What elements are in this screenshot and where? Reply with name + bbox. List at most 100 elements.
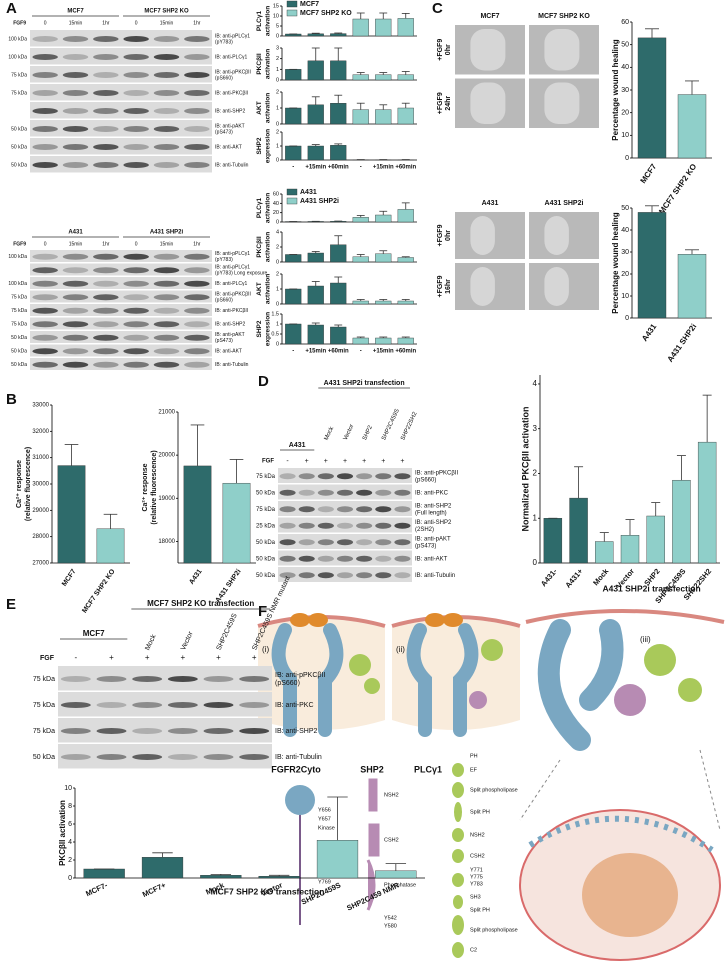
lane-label: Vector (343, 424, 356, 442)
shp2 (469, 691, 487, 709)
x-tick-label: +15min (373, 349, 394, 355)
plc (481, 639, 503, 661)
mw-label: 100 kDa (8, 36, 27, 42)
ib-label: IB: anti-SHP2 (415, 520, 452, 526)
ib-label: (pS473) (215, 338, 233, 344)
y-tick-label: 0 (276, 259, 279, 265)
x-tick-label: A431+ (563, 566, 585, 589)
x-tick-label: A431 (188, 568, 203, 586)
y-tick-label: 50 (621, 205, 629, 212)
ib-label: (pS660) (215, 75, 233, 81)
legend-label: MCF7 (300, 1, 319, 8)
bar (375, 337, 392, 345)
blot-group: MCF7 SHP2 KO (144, 9, 189, 15)
y-tick-label: 0 (625, 155, 629, 162)
blot-strip (58, 692, 272, 717)
blot-band (62, 334, 89, 341)
bar (330, 326, 347, 345)
blot-band (32, 144, 58, 150)
mw-label: 50 kDa (11, 349, 27, 355)
blot-band (203, 728, 234, 734)
lane-label: 15min (160, 20, 174, 26)
blot-band (62, 307, 89, 314)
blot-band (62, 253, 89, 260)
y-axis-label: AKT (256, 282, 263, 295)
y-axis-label: Percentage wound healing (611, 39, 620, 140)
y-tick-label: 32000 (32, 429, 49, 435)
blot-band (298, 489, 315, 496)
ib-label: IB: anti-AKT (215, 349, 242, 355)
y-tick-label: 2 (533, 469, 538, 478)
blot-group: MCF7 (67, 9, 84, 15)
blot-band (32, 267, 58, 274)
treatment-mark: + (145, 653, 150, 662)
blot-band (279, 572, 296, 579)
blot-band (32, 162, 58, 168)
bar (543, 518, 563, 564)
x-tick-label: +60min (328, 349, 349, 355)
ib-label: IB: anti-SHP2 (215, 322, 246, 328)
blot-band (184, 126, 210, 132)
mw-label: 100 kDa (8, 281, 27, 287)
domain-label: Y771 (470, 867, 483, 873)
receptor (537, 619, 624, 751)
y-tick-label: 31000 (32, 455, 49, 461)
bar (330, 60, 347, 81)
y-axis-label: expression (265, 312, 272, 346)
ib-label: IB: anti-AKT (215, 144, 242, 150)
blot-band (93, 126, 119, 132)
blot-band (62, 126, 89, 132)
wound (470, 267, 495, 306)
blot-band (184, 307, 210, 314)
y-axis-label: PLCγ1 (256, 11, 263, 32)
mw-label: 75 kDa (33, 676, 55, 683)
mw-label: 100 kDa (8, 54, 27, 60)
blot-band (62, 348, 89, 355)
y-tick-label: 0.5 (271, 331, 279, 337)
bar (637, 212, 667, 319)
bar (620, 535, 640, 564)
x-tick-label: +60min (395, 349, 416, 355)
bar (285, 69, 302, 81)
y-tick-label: 40 (273, 201, 279, 207)
treatment-mark: + (381, 458, 385, 465)
domain-label: Y580 (384, 923, 397, 929)
y-tick-label: 1 (276, 67, 279, 73)
blot-band (153, 108, 180, 114)
lane-label: SHP2C459S (381, 408, 401, 441)
blot-band (93, 307, 119, 314)
y-axis-label: PLCγ1 (256, 198, 263, 219)
y-axis-label: activation (265, 49, 272, 79)
blot-band (153, 54, 180, 60)
blot-band (184, 72, 210, 78)
wound (470, 29, 506, 71)
lane-label: 1hr (102, 20, 110, 26)
bar (375, 18, 392, 37)
treatment-mark: - (286, 458, 289, 465)
blot-band (167, 728, 198, 734)
blot-band (153, 253, 180, 260)
shp2-domains (366, 778, 380, 911)
blot-band (317, 555, 334, 562)
domain-label: Y656 (318, 807, 331, 813)
mw-label: 50 kDa (11, 362, 27, 368)
blot-band (279, 539, 296, 546)
bar (375, 300, 392, 305)
bar (330, 33, 347, 37)
legend-swatch (286, 188, 298, 196)
mw-label: 75 kDa (11, 90, 27, 96)
domain (452, 782, 464, 798)
y-tick-label: 20 (273, 210, 279, 216)
blot-strip (58, 666, 272, 691)
bar (672, 479, 691, 564)
y-axis-label: activation (265, 6, 272, 36)
blot-band (153, 294, 180, 301)
blot-band (123, 54, 149, 60)
ib-label: IB: anti-pAKT (415, 536, 451, 542)
blot-band (123, 280, 149, 287)
blot-band (184, 144, 210, 150)
blot-strip (58, 718, 272, 743)
blot-band (184, 54, 210, 60)
ib-label: IB: anti-SHP2 (275, 728, 318, 735)
y-tick-label: 1 (276, 105, 279, 111)
